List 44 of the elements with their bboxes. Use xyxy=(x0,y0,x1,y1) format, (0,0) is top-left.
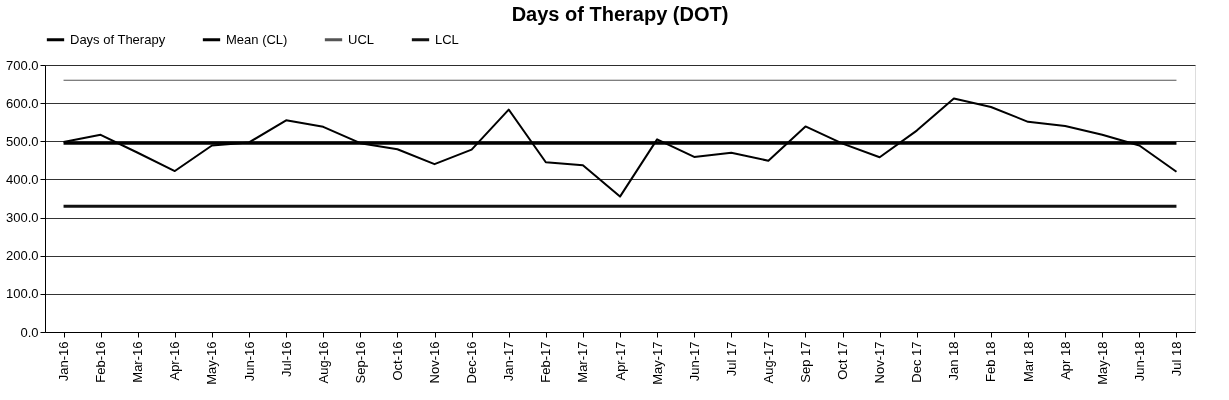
x-tick-label: Feb 18 xyxy=(983,341,999,382)
legend-label: UCL xyxy=(348,31,375,47)
x-tick-label: Jun-17 xyxy=(686,341,702,382)
x-tick-label: Jan-17 xyxy=(501,341,517,382)
x-tick-label: Jul-16 xyxy=(278,341,294,377)
y-tick-label: 0.0 xyxy=(20,324,39,340)
x-tick-label: Oct 17 xyxy=(835,341,851,380)
x-tick-label: Nov-17 xyxy=(872,341,888,384)
x-tick-label: Aug-16 xyxy=(315,341,331,384)
x-tick-label: Sep-16 xyxy=(352,341,368,384)
x-tick-label: Mar-17 xyxy=(575,341,591,383)
x-tick-label: Mar-16 xyxy=(130,341,146,383)
x-tick-label: Jul 18 xyxy=(1168,341,1184,377)
x-tick-label: Apr-17 xyxy=(612,341,628,381)
x-tick-label: Oct-16 xyxy=(389,341,405,381)
x-tick-label: Mar 18 xyxy=(1020,341,1036,382)
y-tick-label: 600.0 xyxy=(5,95,39,111)
x-tick-label: Apr-16 xyxy=(167,341,183,381)
y-tick-label: 700.0 xyxy=(5,57,39,73)
y-tick-label: 300.0 xyxy=(5,210,39,226)
x-tick-label: Jul 17 xyxy=(723,341,739,377)
x-tick-label: Jan-16 xyxy=(56,341,72,382)
legend-label: Days of Therapy xyxy=(70,31,166,47)
legend-label: Mean (CL) xyxy=(226,31,288,47)
x-tick-label: May-16 xyxy=(204,341,220,385)
y-tick-label: 100.0 xyxy=(5,286,39,302)
x-tick-label: Feb-16 xyxy=(93,341,109,383)
x-tick-label: Dec 17 xyxy=(909,341,925,383)
x-tick-label: Nov-16 xyxy=(427,341,443,384)
chart-title: Days of Therapy (DOT) xyxy=(511,3,729,25)
x-tick-label: May-18 xyxy=(1094,341,1110,385)
y-tick-label: 200.0 xyxy=(5,248,39,264)
x-tick-label: Aug-17 xyxy=(760,341,776,384)
legend-label: LCL xyxy=(435,31,459,47)
x-tick-label: Sep 17 xyxy=(797,341,813,383)
x-tick-label: Jun-16 xyxy=(241,341,257,382)
x-tick-label: May-17 xyxy=(649,341,665,385)
y-tick-label: 500.0 xyxy=(5,133,39,149)
x-tick-label: Apr 18 xyxy=(1057,341,1073,380)
x-tick-label: Jun-18 xyxy=(1131,341,1147,382)
y-tick-label: 400.0 xyxy=(5,171,39,187)
x-tick-label: Jan 18 xyxy=(946,341,962,381)
x-tick-label: Dec-16 xyxy=(464,341,480,384)
x-tick-label: Feb-17 xyxy=(538,341,554,383)
